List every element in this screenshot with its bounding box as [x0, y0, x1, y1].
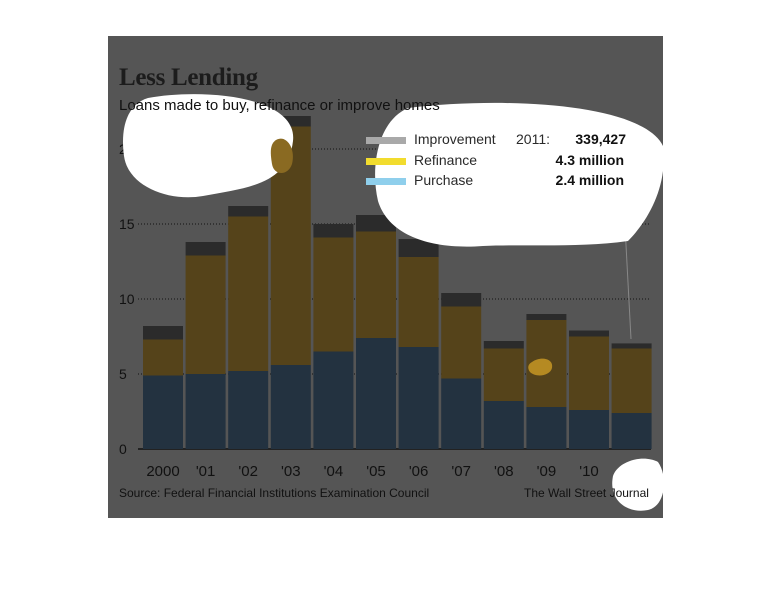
bar-segment-refinance [313, 237, 354, 352]
bar-segment-improvement [228, 206, 269, 217]
bars-group [143, 116, 652, 449]
bar-segment-purchase [569, 410, 609, 449]
legend-swatch-refinance [366, 158, 406, 165]
bar-segment-improvement [185, 242, 226, 256]
highlight-blobs [123, 94, 663, 511]
x-tick-label: '06 [409, 463, 429, 480]
bar-segment-improvement [356, 215, 396, 232]
highlight-blob-top-left [123, 94, 294, 198]
x-tick-label: '05 [366, 463, 386, 480]
legend-value: 2.4 million [555, 172, 624, 188]
legend-note: 2011: [516, 131, 550, 147]
x-tick-label: 2000 [146, 463, 179, 480]
bar-segment-improvement [441, 293, 482, 307]
legend-label: Purchase [414, 172, 474, 188]
bar-segment-improvement [313, 224, 354, 238]
highlight-spot-2009 [528, 358, 553, 376]
y-tick-label: 15 [119, 216, 135, 232]
highlight-blob-bottom-right [612, 458, 663, 511]
publisher-credit: The Wall Street Journal [524, 486, 649, 500]
x-tick-label: '09 [537, 463, 557, 480]
x-tick-label: '07 [451, 463, 471, 480]
y-tick-label: 0 [119, 441, 127, 457]
bar-segment-refinance [611, 348, 652, 413]
legend-item-purchase: Purchase 2.4 million [366, 172, 624, 190]
x-tick-label: '08 [494, 463, 514, 480]
bar-segment-improvement [569, 330, 609, 337]
legend-swatch-purchase [366, 178, 406, 185]
bar-segment-refinance [569, 336, 609, 410]
y-tick-label: 10 [119, 291, 135, 307]
x-tick-label: '04 [324, 463, 344, 480]
bar-segment-purchase [611, 413, 652, 449]
x-tick-label: '10 [579, 463, 599, 480]
bar-segment-purchase [185, 374, 226, 449]
bar-segment-improvement [398, 239, 439, 257]
bar-segment-refinance [398, 257, 439, 347]
chart-subtitle: Loans made to buy, refinance or improve … [119, 97, 440, 114]
x-tick-label: '03 [281, 463, 301, 480]
source-note: Source: Federal Financial Institutions E… [119, 486, 430, 500]
legend-value: 339,427 [575, 131, 626, 147]
x-tick-label: '01 [196, 463, 216, 480]
bar-segment-purchase [270, 365, 311, 449]
legend-value: 4.3 million [555, 152, 624, 168]
bar-segment-purchase [143, 375, 183, 449]
highlight-blob-legend [375, 102, 663, 247]
bar-segment-purchase [228, 371, 269, 449]
bar-segment-purchase [441, 378, 482, 449]
legend-item-refinance: Refinance 4.3 million [366, 152, 624, 170]
bar-segment-purchase [483, 401, 524, 449]
x-tick-label: '02 [238, 463, 258, 480]
bar-segment-refinance [483, 348, 524, 401]
y-tick-label: 5 [119, 366, 127, 382]
bar-segment-improvement [611, 343, 652, 349]
bar-segment-refinance [441, 306, 482, 379]
bar-segment-refinance [356, 231, 396, 338]
bar-segment-improvement [526, 314, 567, 320]
bar-segment-purchase [526, 407, 567, 449]
bar-segment-purchase [356, 338, 396, 449]
bar-segment-refinance [185, 255, 226, 374]
highlight-spot-2003 [270, 138, 293, 173]
legend-label: Improvement [414, 131, 496, 147]
x-axis-labels: 2000'01'02'03'04'05'06'07'08'09'10'11 [146, 463, 641, 480]
legend-swatch-improvement [366, 137, 406, 144]
bar-segment-refinance [143, 339, 183, 376]
chart-title: Less Lending [119, 64, 258, 91]
bar-segment-improvement [143, 326, 183, 340]
bar-segment-improvement [270, 116, 311, 127]
bar-segment-refinance [228, 216, 269, 371]
bar-segment-improvement [483, 341, 524, 349]
callout-pointer [624, 225, 632, 340]
legend-item-improvement: Improvement 2011: 339,427 [366, 131, 626, 149]
bar-segment-purchase [398, 347, 439, 449]
legend-label: Refinance [414, 152, 478, 168]
bar-segment-purchase [313, 351, 354, 449]
